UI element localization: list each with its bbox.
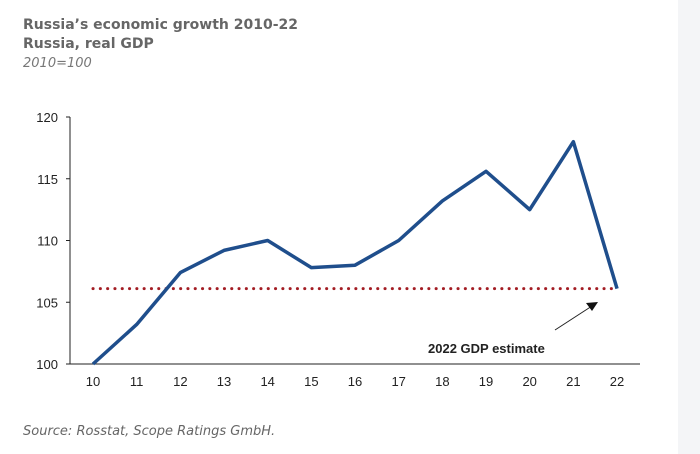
x-tick-label: 20 bbox=[522, 374, 536, 389]
series-line-real-gdp bbox=[91, 139, 619, 366]
y-tick-label: 105 bbox=[36, 295, 58, 310]
x-tick-label: 10 bbox=[86, 374, 100, 389]
y-tick-label: 115 bbox=[37, 172, 58, 187]
chart-title: Russia’s economic growth 2010-22 bbox=[23, 17, 299, 33]
annotation-arrow-line bbox=[554, 305, 593, 331]
x-tick-label: 22 bbox=[610, 374, 624, 389]
x-tick-label: 16 bbox=[348, 374, 362, 389]
x-tick-label: 21 bbox=[566, 374, 580, 389]
page-scroll-margin bbox=[678, 0, 700, 454]
y-tick-label: 110 bbox=[37, 234, 58, 249]
y-tick-label: 120 bbox=[36, 110, 58, 125]
chart-subtitle: Russia, real GDP bbox=[23, 36, 154, 52]
x-tick-label: 17 bbox=[391, 374, 405, 389]
x-tick-label: 13 bbox=[217, 374, 231, 389]
x-tick-label: 12 bbox=[173, 374, 187, 389]
annotation-arrow-head bbox=[586, 302, 598, 311]
source-note: Source: Rosstat, Scope Ratings GmbH. bbox=[23, 424, 276, 439]
y-tick-label: 100 bbox=[36, 357, 58, 372]
x-tick-label: 19 bbox=[479, 374, 493, 389]
y-unit-label: 2010=100 bbox=[23, 56, 92, 71]
x-tick-label: 18 bbox=[435, 374, 449, 389]
x-tick-label: 15 bbox=[304, 374, 318, 389]
annotation-label: 2022 GDP estimate bbox=[428, 341, 545, 356]
x-tick-label: 11 bbox=[130, 374, 144, 389]
x-tick-label: 14 bbox=[260, 374, 274, 389]
